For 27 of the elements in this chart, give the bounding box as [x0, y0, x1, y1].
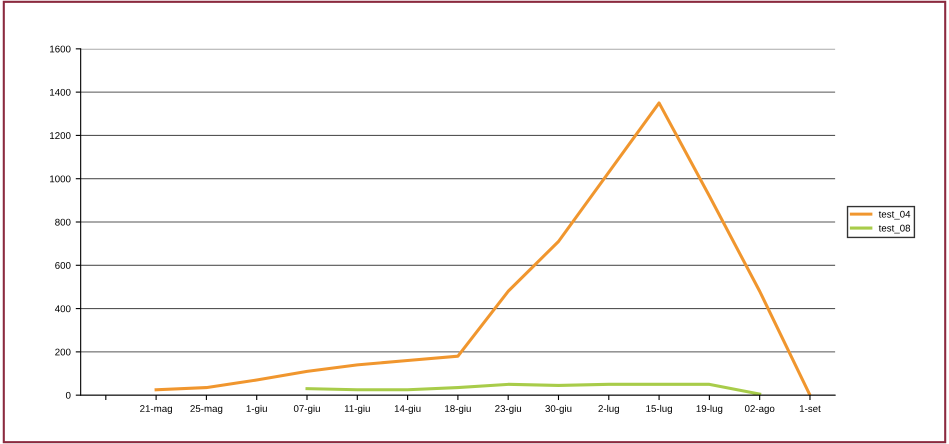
y-tick-label: 0: [66, 392, 71, 399]
x-tick-label: 02-ago: [744, 405, 774, 414]
x-tick-label: 23-giu: [495, 404, 522, 414]
x-tick-label: 19-lug: [696, 404, 722, 414]
y-tick-label: 1200: [50, 132, 71, 140]
y-tick-label: 600: [55, 262, 71, 269]
legend-label: test_04: [878, 210, 910, 220]
x-tick-label: 07-giu: [294, 404, 320, 414]
x-tick-label: 21-mag: [140, 405, 172, 414]
x-tick-label: 18-giu: [445, 404, 471, 414]
legend-label: test_08: [878, 224, 910, 234]
y-tick-label: 800: [55, 218, 71, 226]
y-tick-label: 1600: [50, 46, 71, 52]
x-tick-label: 11-giu: [344, 404, 370, 414]
x-tick-label: 15-lug: [646, 404, 672, 414]
y-tick-label: 400: [54, 305, 71, 312]
y-tick-label: 1400: [50, 88, 71, 96]
x-tick-label: 1-giu: [246, 404, 267, 414]
x-tick-label: 25-mag: [190, 405, 222, 414]
x-tick-label: 1-set: [800, 405, 821, 412]
y-tick-label: 1000: [50, 175, 71, 182]
x-tick-label: 30-giu: [545, 404, 572, 414]
x-tick-label: 2-lug: [598, 404, 619, 414]
line-series: [154, 101, 812, 396]
x-tick-label: 14-giu: [394, 404, 420, 414]
y-tick-label: 200: [55, 348, 71, 356]
line-series: [305, 382, 762, 396]
